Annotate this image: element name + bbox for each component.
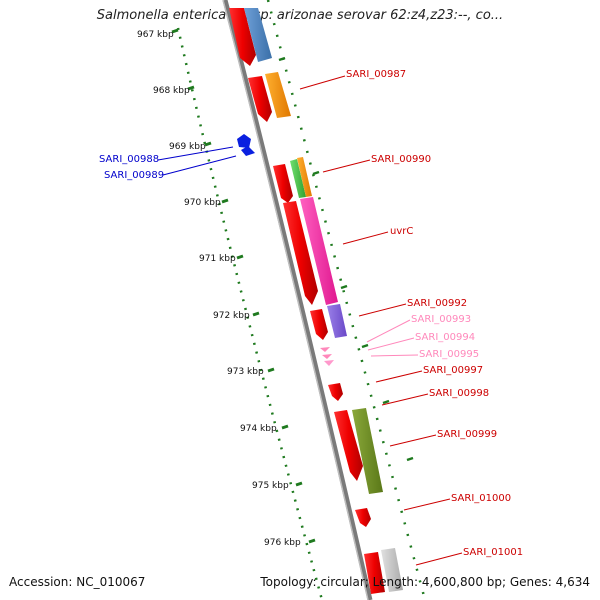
gene-feature-sari-01001-red[interactable] — [364, 552, 385, 594]
gene-label-sari-00994[interactable]: SARI_00994 — [415, 332, 475, 343]
features — [229, 8, 403, 594]
kbp-label-974: 974 kbp — [240, 424, 277, 434]
gene-feature-sari-00987-orange[interactable] — [265, 72, 291, 118]
gene-feature-sari-00998[interactable] — [334, 410, 363, 481]
gene-label-sari-00997[interactable]: SARI_00997 — [423, 365, 483, 376]
gene-feature-uvrc-pink[interactable] — [300, 197, 338, 305]
right-track-major-ticks — [278, 56, 414, 462]
gene-label-sari-00990[interactable]: SARI_00990 — [371, 154, 431, 165]
gene-feature-sari-00995[interactable] — [324, 360, 334, 366]
gene-label-sari-00987[interactable]: SARI_00987 — [346, 69, 406, 80]
accession-text: Accession: NC_010067 — [9, 575, 146, 589]
gene-feature-sari-00997[interactable] — [328, 383, 343, 401]
gene-feature-sari-00988[interactable] — [237, 134, 251, 148]
gene-feature-sari-00993[interactable] — [320, 347, 330, 352]
kbp-label-972: 972 kbp — [213, 311, 250, 321]
kbp-label-971: 971 kbp — [199, 254, 236, 264]
kbp-label-970: 970 kbp — [184, 198, 221, 208]
gene-feature-top-blue[interactable] — [244, 8, 272, 62]
gene-label-sari-01001[interactable]: SARI_01001 — [463, 547, 523, 558]
kbp-label-968: 968 kbp — [153, 86, 190, 96]
gene-label-sari-00992[interactable]: SARI_00992 — [407, 298, 467, 309]
gene-labels: SARI_00987 SARI_00990 uvrC SARI_00992 SA… — [99, 69, 523, 558]
kbp-label-967: 967 kbp — [137, 30, 174, 40]
gene-feature-sari-01000[interactable] — [355, 508, 371, 527]
gene-feature-sari-01001-gray[interactable] — [381, 548, 403, 592]
genome-summary-text: Topology: circular; Length: 4,600,800 bp… — [260, 575, 590, 589]
tick-track-left — [176, 27, 324, 600]
gene-label-sari-00993[interactable]: SARI_00993 — [411, 314, 471, 325]
gene-feature-sari-00990-red[interactable] — [273, 164, 293, 203]
kbp-ticks — [171, 28, 316, 544]
gene-feature-sari-00992-purple[interactable] — [327, 304, 347, 338]
genome-backbone — [222, 0, 373, 600]
gene-feature-sari-00994[interactable] — [322, 354, 332, 359]
gene-feature-sari-00992-red[interactable] — [310, 309, 328, 340]
kbp-labels: 967 kbp 968 kbp 969 kbp 970 kbp 971 kbp … — [137, 30, 301, 548]
gene-feature-sari-00987-red[interactable] — [248, 76, 272, 122]
callout-lines — [157, 75, 463, 566]
gene-label-sari-00989[interactable]: SARI_00989 — [104, 170, 164, 181]
kbp-label-975: 975 kbp — [252, 481, 289, 491]
kbp-label-973: 973 kbp — [227, 367, 264, 377]
gene-feature-top-red[interactable] — [229, 8, 256, 66]
gene-feature-sari-00990-green[interactable] — [290, 159, 306, 198]
gene-feature-sari-00999[interactable] — [352, 408, 383, 494]
gene-label-sari-01000[interactable]: SARI_01000 — [451, 493, 511, 504]
gene-label-sari-00999[interactable]: SARI_00999 — [437, 429, 497, 440]
gene-label-uvrc[interactable]: uvrC — [390, 226, 413, 237]
gene-label-sari-00998[interactable]: SARI_00998 — [429, 388, 489, 399]
gene-feature-uvrc-red[interactable] — [283, 201, 318, 305]
gene-label-sari-00995[interactable]: SARI_00995 — [419, 349, 479, 360]
kbp-label-976: 976 kbp — [264, 538, 301, 548]
gene-feature-sari-00990-orange[interactable] — [297, 157, 312, 197]
tick-track-right — [266, 0, 427, 600]
gene-label-sari-00988[interactable]: SARI_00988 — [99, 154, 159, 165]
kbp-label-969: 969 kbp — [169, 142, 206, 152]
map-title: Salmonella enterica subsp. arizonae sero… — [96, 8, 504, 23]
gene-feature-sari-00989[interactable] — [241, 146, 255, 156]
